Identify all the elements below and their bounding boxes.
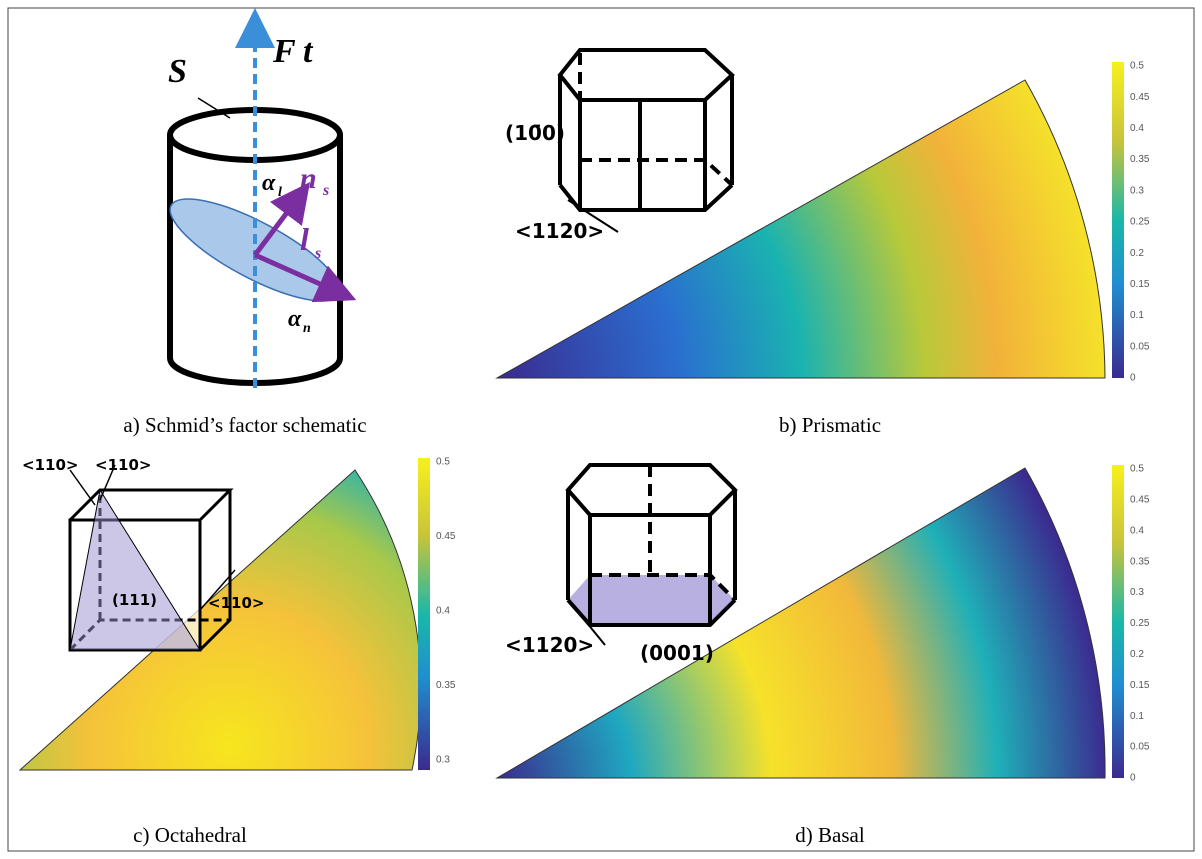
colorbar-tick-label: 0.45 — [436, 531, 456, 542]
hex-prism — [565, 463, 738, 646]
colorbar-tick-label: 0.2 — [1130, 248, 1144, 259]
colorbar — [1112, 465, 1124, 778]
colorbar-tick-label: 0.4 — [1130, 123, 1144, 134]
colorbar-tick-label: 0.35 — [1130, 154, 1150, 165]
ipf-map — [495, 467, 1106, 779]
label: <110> — [95, 456, 151, 474]
caption: a) Schmid’s factor schematic — [123, 413, 366, 437]
colorbar — [1112, 62, 1124, 378]
label: <110> — [208, 594, 264, 612]
label: <110> — [22, 456, 78, 474]
caption: b) Prismatic — [779, 413, 881, 437]
label: t⃗ — [303, 33, 339, 70]
label: <1120> — [515, 219, 604, 243]
colorbar-tick-label: 0.15 — [1130, 680, 1150, 691]
colorbar-tick-label: 0 — [1130, 773, 1136, 784]
colorbar-tick-label: 0.25 — [1130, 618, 1150, 629]
colorbar-tick-label: 0.3 — [1130, 587, 1144, 598]
colorbar-tick-label: 0.05 — [1130, 742, 1150, 753]
label: (10̄0) — [505, 121, 565, 145]
label: α — [288, 306, 302, 332]
colorbar-tick-label: 0.25 — [1130, 217, 1150, 228]
colorbar-tick-label: 0.4 — [436, 606, 450, 617]
colorbar-tick-label: 0.2 — [1130, 649, 1144, 660]
colorbar — [418, 458, 430, 770]
colorbar-tick-label: 0 — [1130, 373, 1136, 384]
colorbar-tick-label: 0.3 — [1130, 185, 1144, 196]
colorbar-tick-label: 0.45 — [1130, 495, 1150, 506]
ipf-map — [495, 79, 1106, 379]
colorbar-tick-label: 0.15 — [1130, 279, 1150, 290]
label: n — [303, 321, 311, 336]
label: (111) — [112, 591, 157, 609]
colorbar-tick-label: 0.5 — [1130, 61, 1144, 72]
label: F — [272, 33, 296, 70]
label: l — [278, 185, 282, 200]
label: s — [314, 245, 321, 262]
label: n⃗ — [300, 162, 340, 195]
label: α — [262, 170, 276, 196]
schmid-schematic — [167, 8, 357, 388]
label: <1120> — [505, 633, 594, 657]
hex-prism — [557, 48, 735, 233]
label: (0001) — [640, 641, 714, 665]
label: S — [168, 53, 187, 90]
colorbar-tick-label: 0.1 — [1130, 310, 1144, 321]
label: l⃗ — [300, 221, 334, 257]
cube — [68, 464, 236, 652]
frame — [7, 7, 1195, 852]
caption: c) Octahedral — [133, 823, 247, 847]
colorbar-tick-label: 0.45 — [1130, 92, 1150, 103]
colorbar-tick-label: 0.05 — [1130, 341, 1150, 352]
colorbar-tick-label: 0.5 — [1130, 464, 1144, 475]
colorbar-tick-label: 0.4 — [1130, 525, 1144, 536]
colorbar-tick-label: 0.5 — [436, 457, 450, 468]
colorbar-tick-label: 0.1 — [1130, 711, 1144, 722]
label: s — [322, 182, 329, 199]
colorbar-tick-label: 0.3 — [436, 755, 450, 766]
caption: d) Basal — [795, 823, 865, 847]
colorbar-tick-label: 0.35 — [436, 680, 456, 691]
colorbar-tick-label: 0.35 — [1130, 556, 1150, 567]
